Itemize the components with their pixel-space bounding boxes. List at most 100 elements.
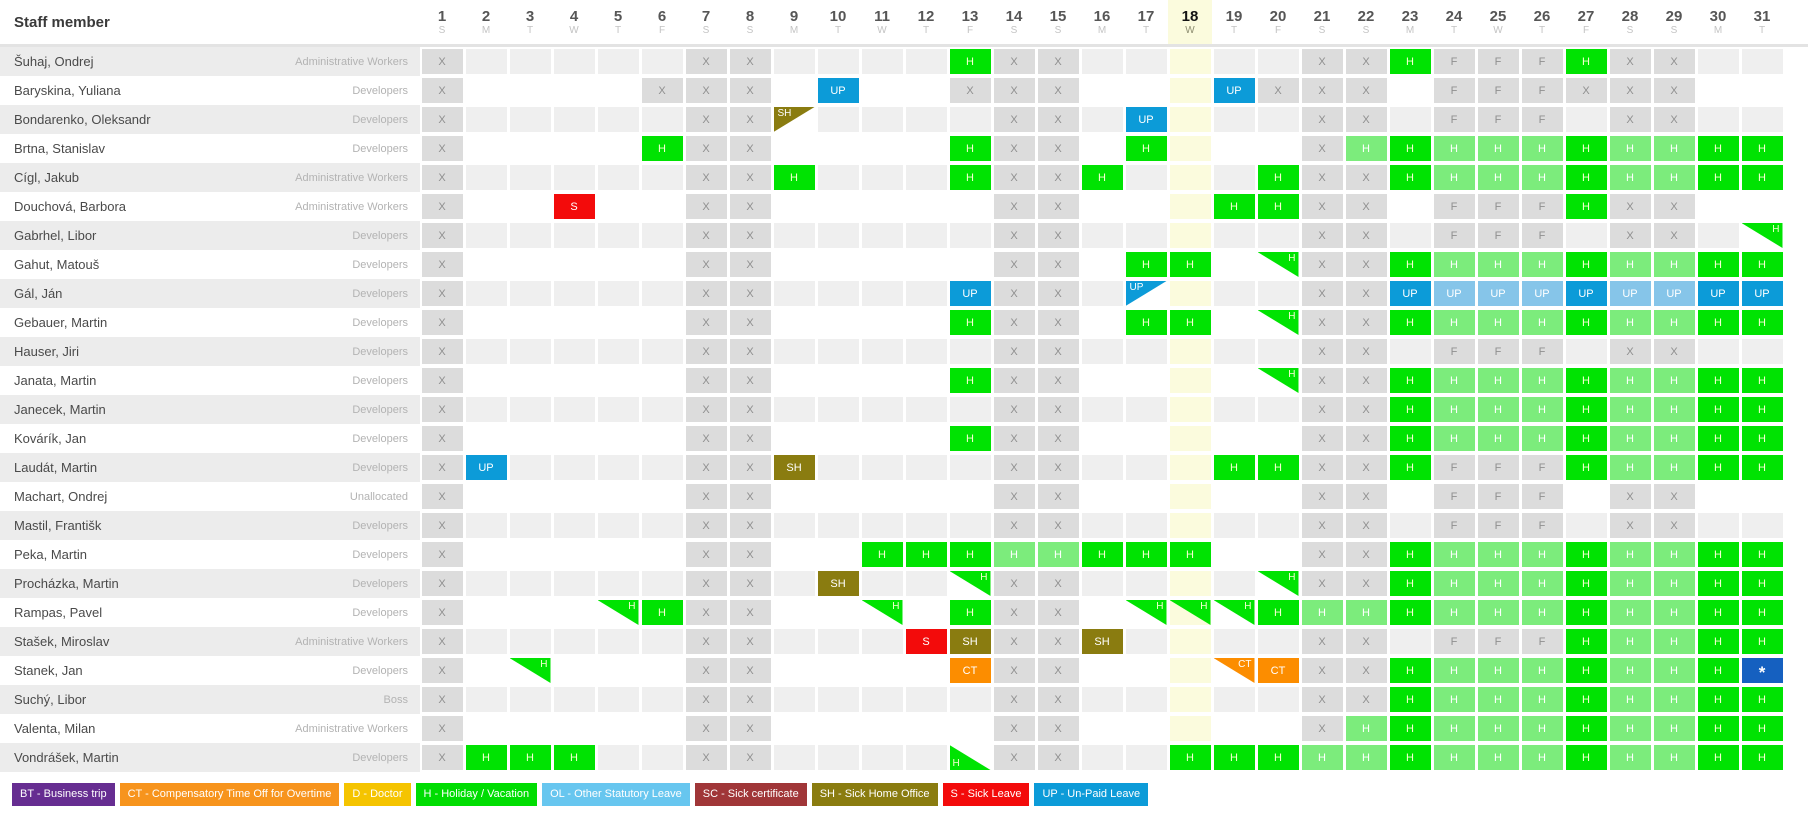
schedule-cell-day-7[interactable]: X (685, 194, 727, 219)
schedule-cell-day-30[interactable]: H (1697, 745, 1739, 770)
schedule-cell-day-24[interactable]: H (1433, 571, 1475, 596)
schedule-cell-day-25[interactable]: F (1477, 78, 1519, 103)
schedule-cell-day-10[interactable] (818, 542, 859, 567)
schedule-cell-day-13[interactable]: H (949, 310, 991, 335)
schedule-cell-day-31[interactable] (1742, 78, 1783, 103)
schedule-cell-day-18[interactable] (1169, 368, 1211, 393)
schedule-cell-day-7[interactable]: X (685, 339, 727, 364)
schedule-cell-day-24[interactable]: F (1433, 194, 1475, 219)
schedule-cell-day-4[interactable] (553, 629, 595, 654)
schedule-cell-day-25[interactable]: H (1477, 542, 1519, 567)
schedule-cell-day-31[interactable] (1742, 484, 1783, 509)
schedule-cell-day-4[interactable]: S (553, 194, 595, 219)
schedule-cell-day-30[interactable] (1697, 223, 1739, 248)
schedule-cell-day-7[interactable]: X (685, 745, 727, 770)
schedule-cell-day-7[interactable]: X (685, 107, 727, 132)
schedule-cell-day-1[interactable]: X (421, 252, 463, 277)
schedule-cell-day-24[interactable]: F (1433, 484, 1475, 509)
schedule-cell-day-11[interactable] (861, 223, 903, 248)
staff-name-cell[interactable]: Kovárík, Jan Developers (0, 424, 420, 453)
schedule-cell-day-21[interactable]: X (1301, 571, 1343, 596)
schedule-cell-day-7[interactable]: X (685, 658, 727, 683)
schedule-cell-day-15[interactable]: X (1037, 368, 1079, 393)
schedule-cell-day-19[interactable]: UP (1213, 78, 1255, 103)
schedule-cell-day-26[interactable]: H (1521, 397, 1563, 422)
schedule-cell-day-8[interactable]: X (729, 49, 771, 74)
schedule-cell-day-1[interactable]: X (421, 658, 463, 683)
schedule-cell-day-28[interactable]: H (1609, 252, 1651, 277)
schedule-cell-day-8[interactable]: X (729, 687, 771, 712)
schedule-cell-day-16[interactable] (1082, 716, 1123, 741)
schedule-cell-day-30[interactable]: H (1697, 397, 1739, 422)
schedule-cell-day-7[interactable]: X (685, 716, 727, 741)
schedule-cell-day-6[interactable] (641, 107, 683, 132)
schedule-cell-day-23[interactable] (1389, 513, 1431, 538)
schedule-cell-day-10[interactable] (818, 484, 859, 509)
schedule-cell-day-13[interactable] (949, 513, 991, 538)
schedule-cell-day-7[interactable]: X (685, 223, 727, 248)
staff-name-cell[interactable]: Stanek, Jan Developers (0, 656, 420, 685)
schedule-cell-day-15[interactable]: X (1037, 252, 1079, 277)
schedule-cell-day-8[interactable]: X (729, 107, 771, 132)
schedule-cell-day-14[interactable]: X (993, 49, 1035, 74)
schedule-cell-day-22[interactable]: X (1345, 426, 1387, 451)
schedule-cell-day-9[interactable] (774, 194, 815, 219)
schedule-cell-day-14[interactable]: H (993, 542, 1035, 567)
schedule-cell-day-31[interactable] (1741, 49, 1783, 74)
schedule-cell-day-23[interactable]: H (1389, 600, 1431, 625)
schedule-cell-day-7[interactable]: X (685, 136, 727, 161)
schedule-cell-day-8[interactable]: X (729, 455, 771, 480)
schedule-cell-day-18[interactable] (1169, 629, 1211, 654)
schedule-cell-day-29[interactable]: H (1653, 397, 1695, 422)
schedule-cell-day-22[interactable]: X (1345, 368, 1387, 393)
schedule-cell-day-24[interactable]: F (1433, 339, 1475, 364)
schedule-cell-day-22[interactable]: X (1345, 310, 1387, 335)
schedule-cell-day-19[interactable] (1213, 687, 1255, 712)
schedule-cell-day-9[interactable] (774, 136, 815, 161)
schedule-cell-day-24[interactable]: F (1433, 455, 1475, 480)
schedule-cell-day-31[interactable]: H (1741, 571, 1783, 596)
schedule-cell-day-23[interactable] (1389, 629, 1431, 654)
schedule-cell-day-24[interactable]: F (1433, 107, 1475, 132)
schedule-cell-day-1[interactable]: X (421, 78, 463, 103)
schedule-cell-day-13[interactable] (949, 107, 991, 132)
schedule-cell-day-20[interactable]: H (1257, 455, 1299, 480)
schedule-cell-day-28[interactable]: H (1609, 310, 1651, 335)
schedule-cell-day-28[interactable]: UP (1609, 281, 1651, 306)
schedule-cell-day-23[interactable]: H (1389, 542, 1431, 567)
schedule-cell-day-21[interactable]: X (1301, 397, 1343, 422)
schedule-cell-day-24[interactable]: H (1433, 310, 1475, 335)
schedule-cell-day-21[interactable]: X (1301, 484, 1343, 509)
schedule-cell-day-15[interactable]: X (1037, 194, 1079, 219)
schedule-cell-day-26[interactable]: H (1521, 542, 1563, 567)
schedule-cell-day-9[interactable] (774, 716, 815, 741)
schedule-cell-day-6[interactable]: H (641, 136, 683, 161)
schedule-cell-day-11[interactable] (861, 629, 903, 654)
schedule-cell-day-5[interactable] (597, 281, 639, 306)
schedule-cell-day-25[interactable]: F (1477, 223, 1519, 248)
schedule-cell-day-9[interactable]: SH (773, 455, 815, 480)
schedule-cell-day-6[interactable] (641, 165, 683, 190)
schedule-cell-day-29[interactable]: H (1653, 136, 1695, 161)
schedule-cell-day-14[interactable]: X (993, 658, 1035, 683)
schedule-cell-day-15[interactable]: X (1037, 426, 1079, 451)
schedule-cell-day-10[interactable] (818, 252, 859, 277)
schedule-cell-day-13[interactable] (949, 397, 991, 422)
staff-name-cell[interactable]: Brtna, Stanislav Developers (0, 134, 420, 163)
schedule-cell-day-6[interactable] (642, 194, 683, 219)
schedule-cell-day-19[interactable] (1213, 107, 1255, 132)
schedule-cell-day-2[interactable] (466, 252, 507, 277)
schedule-cell-day-15[interactable]: X (1037, 716, 1079, 741)
schedule-cell-day-23[interactable]: H (1389, 426, 1431, 451)
schedule-cell-day-29[interactable]: X (1653, 223, 1695, 248)
schedule-cell-day-8[interactable]: X (729, 136, 771, 161)
schedule-cell-day-14[interactable]: X (993, 745, 1035, 770)
schedule-cell-day-12[interactable] (905, 49, 947, 74)
schedule-cell-day-18[interactable] (1169, 658, 1211, 683)
schedule-cell-day-16[interactable] (1081, 49, 1123, 74)
schedule-cell-day-8[interactable]: X (729, 571, 771, 596)
schedule-cell-day-20[interactable]: X (1257, 78, 1299, 103)
staff-name-cell[interactable]: Stašek, Miroslav Administrative Workers (0, 627, 420, 656)
schedule-cell-day-20[interactable] (1257, 339, 1299, 364)
schedule-cell-day-14[interactable]: X (993, 310, 1035, 335)
